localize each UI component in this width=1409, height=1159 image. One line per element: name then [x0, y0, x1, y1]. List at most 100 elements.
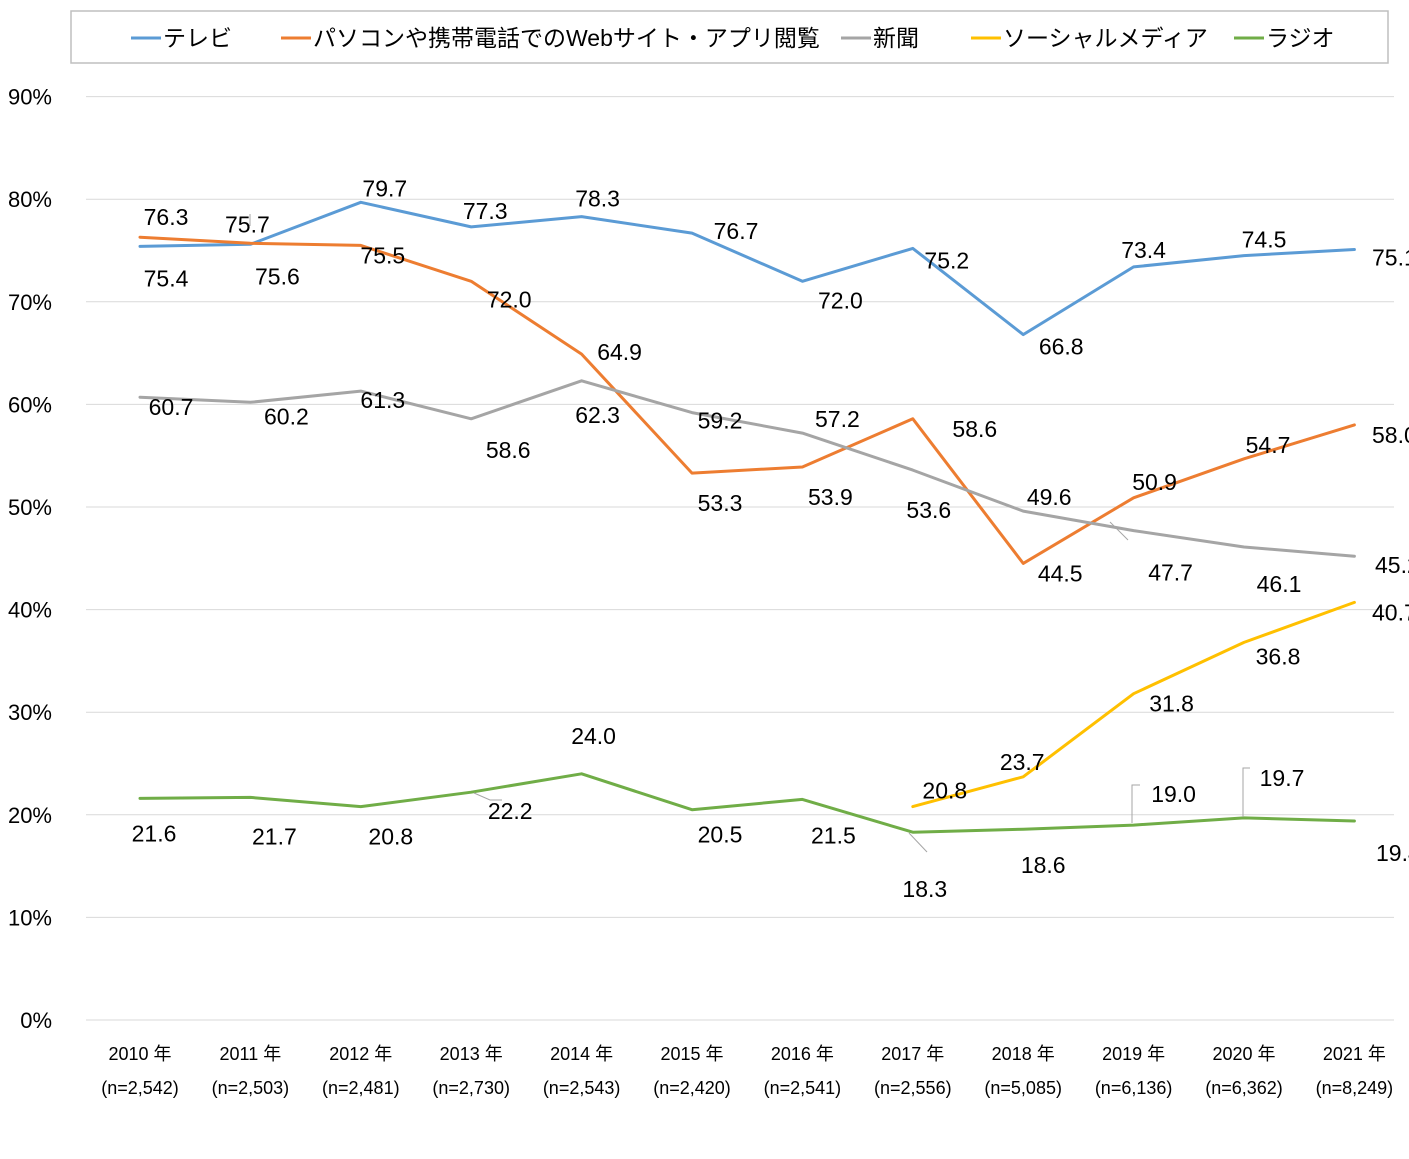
data-label: 19.7 [1260, 765, 1305, 791]
y-tick-label: 70% [8, 290, 52, 315]
series-line [138, 200, 1356, 337]
data-label: 75.5 [360, 242, 405, 268]
data-label: 60.2 [264, 403, 309, 429]
data-label: 66.8 [1039, 334, 1084, 360]
y-tick-label: 10% [8, 905, 52, 930]
data-label: 54.7 [1246, 432, 1291, 458]
x-tick-label: 2019 年 [1102, 1044, 1165, 1064]
y-tick-label: 60% [8, 392, 52, 417]
data-label: 75.1 [1372, 244, 1409, 270]
data-label: 75.6 [255, 263, 300, 289]
data-label: 46.1 [1257, 571, 1302, 597]
data-label: 20.5 [698, 822, 743, 848]
data-label: 18.6 [1021, 852, 1066, 878]
label-leader-lines [249, 214, 1250, 853]
data-label: 73.4 [1121, 237, 1166, 263]
x-tick-label: 2014 年 [550, 1044, 613, 1064]
data-label: 19.0 [1151, 781, 1196, 807]
legend-label: テレビ [163, 25, 232, 51]
series-line [911, 600, 1356, 809]
data-label: 22.2 [488, 798, 533, 824]
data-label: 53.3 [698, 490, 743, 516]
y-tick-label: 50% [8, 495, 52, 520]
x-tick-sample-size: (n=2,420) [653, 1078, 731, 1098]
data-label: 21.5 [811, 822, 856, 848]
data-label: 21.6 [132, 820, 177, 846]
leader-line [1242, 767, 1250, 817]
data-label: 40.7 [1372, 599, 1409, 625]
x-tick-label: 2011 年 [220, 1044, 282, 1064]
x-tick-label: 2015 年 [660, 1044, 723, 1064]
data-label: 19.4 [1376, 840, 1409, 866]
data-label: 53.6 [906, 497, 951, 523]
y-tick-label: 90% [8, 85, 52, 110]
data-label: 57.2 [815, 406, 860, 432]
leader-line [473, 792, 502, 801]
x-tick-label: 2018 年 [992, 1044, 1055, 1064]
x-tick-sample-size: (n=2,541) [764, 1078, 842, 1098]
data-label: 59.2 [698, 408, 743, 434]
data-label: 44.5 [1038, 560, 1083, 586]
data-label: 75.4 [144, 265, 189, 291]
data-label: 78.3 [575, 186, 620, 212]
data-label: 58.0 [1372, 422, 1409, 448]
data-label: 58.6 [952, 416, 997, 442]
data-label: 49.6 [1027, 484, 1072, 510]
y-tick-label: 40% [8, 598, 52, 623]
data-label: 21.7 [252, 823, 297, 849]
x-tick-sample-size: (n=2,730) [432, 1078, 510, 1098]
y-tick-label: 80% [8, 187, 52, 212]
grid-lines [86, 96, 1394, 1021]
data-label: 24.0 [571, 723, 616, 749]
data-label: 72.0 [818, 287, 863, 313]
data-label: 36.8 [1256, 643, 1301, 669]
data-label: 76.3 [144, 204, 189, 230]
leader-line [908, 832, 928, 853]
data-label: 23.7 [1000, 749, 1045, 775]
data-labels: 75.4 75.6 79.7 77.3 78.3 76.7 72.0 75.2 66.8 73.4… [132, 175, 1409, 902]
x-tick-label: 2016 年 [771, 1044, 834, 1064]
data-label: 76.7 [714, 218, 759, 244]
y-axis-ticks: 0% 10% 20% 30% 40% 50% 60% 70% 80% 90% [8, 85, 52, 1033]
x-tick-sample-size: (n=2,542) [101, 1078, 179, 1098]
data-label: 45.2 [1375, 552, 1409, 578]
x-tick-sample-size: (n=6,362) [1205, 1078, 1283, 1098]
data-label: 79.7 [362, 175, 407, 201]
data-label: 60.7 [149, 394, 194, 420]
x-tick-sample-size: (n=8,249) [1316, 1078, 1394, 1098]
leader-line [1131, 784, 1140, 823]
data-label: 31.8 [1149, 691, 1194, 717]
data-label: 77.3 [463, 198, 508, 224]
x-tick-sample-size: (n=2,556) [874, 1078, 952, 1098]
legend-label: 新聞 [873, 25, 919, 51]
data-label: 62.3 [575, 402, 620, 428]
x-tick-label: 2021 年 [1323, 1044, 1386, 1064]
data-label: 20.8 [922, 778, 967, 804]
x-axis-ticks: 2010 年 (n=2,542) 2011 年 (n=2,503) 2012 年 (n=2… [101, 1044, 1393, 1098]
series-line [138, 235, 1356, 565]
series-line [138, 379, 1356, 558]
data-label: 61.3 [360, 387, 405, 413]
data-label: 64.9 [597, 339, 642, 365]
x-tick-label: 2017 年 [881, 1044, 944, 1064]
y-tick-label: 0% [20, 1008, 52, 1033]
x-tick-label: 2010 年 [108, 1044, 171, 1064]
data-label: 75.7 [225, 211, 270, 237]
legend-label: パソコンや携帯電話でのWebサイト・アプリ閲覧 [313, 25, 820, 51]
data-label: 74.5 [1242, 227, 1287, 253]
legend: テレビ パソコンや携帯電話でのWebサイト・アプリ閲覧 新聞 ソーシャルメディア ラジオ [70, 10, 1389, 64]
x-tick-label: 2020 年 [1212, 1044, 1275, 1064]
x-tick-sample-size: (n=5,085) [984, 1078, 1062, 1098]
legend-label: ソーシャルメディア [1003, 25, 1208, 51]
data-label: 72.0 [487, 286, 532, 312]
x-tick-sample-size: (n=2,503) [212, 1078, 290, 1098]
x-tick-label: 2013 年 [440, 1044, 503, 1064]
series-lines [138, 200, 1356, 834]
data-label: 50.9 [1132, 469, 1177, 495]
data-label: 47.7 [1148, 560, 1193, 586]
data-label: 18.3 [902, 876, 947, 902]
x-tick-sample-size: (n=2,481) [322, 1078, 400, 1098]
leader-line [1109, 521, 1129, 541]
legend-label: ラジオ [1266, 25, 1335, 51]
data-label: 58.6 [486, 437, 531, 463]
